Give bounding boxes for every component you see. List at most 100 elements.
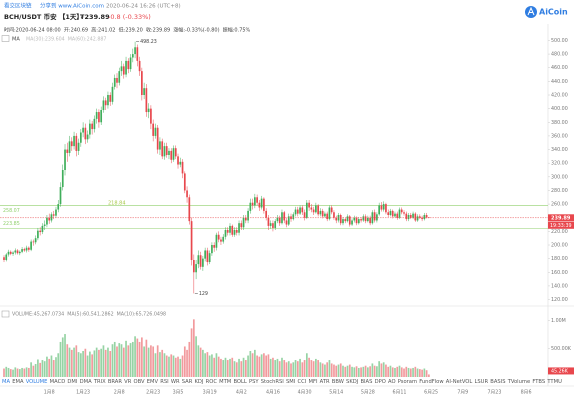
candle-body [134, 47, 136, 55]
indicator-button[interactable]: SMI [286, 378, 296, 385]
price-badge [548, 214, 574, 222]
indicator-button[interactable]: EMA [12, 378, 24, 385]
candle-body [360, 219, 362, 221]
indicator-button[interactable]: BBW [331, 378, 344, 385]
indicator-button[interactable]: WR [170, 378, 180, 385]
volume-bar [84, 348, 87, 377]
candle-body [281, 212, 283, 224]
volume-bar [150, 345, 152, 377]
candle-body [75, 135, 78, 151]
indicator-button[interactable]: BIAS [360, 378, 373, 385]
volume-bar [339, 363, 342, 377]
indicator-button[interactable]: SKDJ [346, 378, 359, 385]
candle-body [357, 219, 360, 224]
indicator-button[interactable]: LSUR [474, 378, 489, 385]
candle-body [330, 207, 333, 213]
y-tick-label: 300.00 [551, 174, 568, 180]
candle-body [188, 197, 191, 222]
indicator-button[interactable]: DMI [67, 378, 78, 385]
indicator-button[interactable]: VR [124, 378, 132, 385]
indicator-button[interactable]: StochRSI [260, 378, 284, 385]
candle-body [28, 247, 30, 250]
candle-body [64, 149, 66, 170]
indicator-button[interactable]: Psoram [397, 378, 417, 385]
indicator-button[interactable]: MACD [49, 378, 66, 385]
candle-body [242, 217, 245, 228]
volume-bar [217, 356, 220, 377]
legend-values: MA(30):239.604 MA(60):242.887 [26, 37, 107, 43]
indicator-button[interactable]: FundFlow [419, 378, 444, 385]
indicator-button[interactable]: BRAR [107, 378, 122, 385]
indicator-button[interactable]: DPO [374, 378, 386, 385]
volume-bar [91, 354, 93, 377]
header-link[interactable]: 看交区块链 [4, 2, 32, 10]
indicator-button[interactable]: EMV [146, 378, 159, 385]
volume-bar [251, 353, 254, 377]
candle-body [73, 135, 75, 147]
indicator-button[interactable]: RSI [160, 378, 169, 385]
volume-bar [181, 355, 184, 377]
candle-body [107, 95, 109, 106]
indicator-button[interactable]: FTBS [532, 378, 546, 385]
candle-body [213, 245, 216, 248]
volume-bar [77, 352, 80, 377]
indicator-button[interactable]: TTMU [547, 378, 562, 385]
indicator-button[interactable]: MFI [308, 378, 318, 385]
volume-bar [296, 361, 299, 377]
indicator-button[interactable]: AI-NetVOL [445, 378, 473, 385]
candle-body [371, 212, 374, 224]
volume-bar [405, 366, 408, 377]
candle-body [102, 100, 105, 110]
indicator-button[interactable]: DMA [79, 378, 92, 385]
volume-bar [159, 352, 161, 377]
volume-bar [165, 355, 168, 377]
volume-bar [39, 362, 42, 377]
candle-body [186, 190, 188, 198]
volume-bar [50, 355, 53, 377]
volume-bar [385, 364, 387, 377]
indicator-button[interactable]: PSY [248, 378, 259, 385]
chart-title: BCH/USDT 币安 【1天】 [4, 12, 83, 21]
candle-body [86, 134, 89, 140]
volume-bar [226, 360, 229, 377]
candle-body [364, 216, 367, 222]
candle-body [339, 215, 342, 224]
x-tick-label: 6月25 [424, 390, 438, 396]
volume-bar [55, 357, 57, 377]
indicator-button[interactable]: ATR [319, 378, 330, 385]
legend-toggle[interactable] [1, 35, 10, 42]
indicator-button[interactable]: MA [2, 378, 11, 385]
header-link[interactable]: 分享到 www.AiCoin.com [40, 2, 104, 10]
indicator-button[interactable]: MTM [219, 378, 232, 385]
candle-body [37, 230, 39, 239]
indicator-button[interactable]: SAR [181, 378, 193, 385]
indicator-button[interactable]: AO [387, 378, 396, 385]
volume-bar [116, 346, 118, 377]
indicator-button[interactable]: OBV [133, 378, 145, 385]
candle-body [181, 161, 184, 174]
x-tick-label: 3月19 [203, 390, 217, 396]
volume-bar [276, 358, 279, 377]
legend-toggle[interactable] [1, 310, 10, 318]
indicator-button[interactable]: ROC [205, 378, 217, 385]
volume-bar [285, 362, 288, 377]
volume-bar [113, 341, 116, 377]
indicator-button[interactable]: TRIX [93, 378, 106, 385]
indicator-button[interactable]: BOLL [233, 378, 247, 385]
indicator-button[interactable]: KDJ [194, 378, 204, 385]
indicator-button[interactable]: TVolume [507, 378, 531, 385]
candle-body [278, 217, 281, 224]
volume-bar [265, 355, 268, 377]
volume-bar [258, 356, 261, 377]
volume-bar [141, 337, 143, 377]
volume-bar [64, 334, 66, 377]
volume-bar [373, 365, 376, 377]
indicator-button[interactable]: BASIS [490, 378, 506, 385]
candle-body [39, 230, 42, 233]
volume-bar [188, 341, 191, 377]
volume-bar [278, 361, 281, 377]
indicator-button[interactable]: CCI [297, 378, 307, 385]
candle-body [25, 247, 28, 251]
indicator-button[interactable]: VOLUME [25, 378, 48, 385]
volume-bar [179, 358, 182, 377]
